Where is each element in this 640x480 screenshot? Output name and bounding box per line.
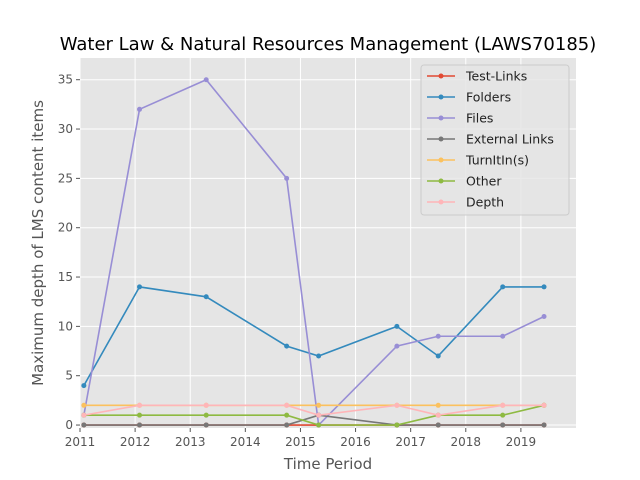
legend-marker-test-links xyxy=(438,73,444,79)
data-point-depth xyxy=(394,402,400,408)
data-point-turnitin-s xyxy=(316,402,322,408)
data-point-folders xyxy=(284,343,290,349)
data-point-folders xyxy=(541,284,547,290)
legend-marker-external-links xyxy=(438,136,444,142)
data-point-files xyxy=(435,333,441,339)
data-point-folders xyxy=(316,353,322,359)
data-point-other xyxy=(284,412,290,418)
x-tick-label: 2017 xyxy=(395,435,426,449)
legend-marker-folders xyxy=(438,94,444,100)
data-point-turnitin-s xyxy=(435,402,441,408)
x-axis-label: Time Period xyxy=(283,455,372,473)
legend-marker-turnitin-s xyxy=(438,157,444,163)
data-point-depth xyxy=(541,402,547,408)
data-point-other xyxy=(316,422,322,428)
data-point-other xyxy=(137,412,143,418)
data-point-other xyxy=(500,412,506,418)
y-axis-label: Maximum depth of LMS content items xyxy=(29,100,47,386)
data-point-external-links xyxy=(203,422,209,428)
y-tick-label: 0 xyxy=(65,418,73,432)
series-layer xyxy=(81,77,547,428)
y-tick-label: 15 xyxy=(58,270,73,284)
x-tick-label: 2014 xyxy=(230,435,261,449)
y-tick-label: 20 xyxy=(58,221,73,235)
legend-label-folders: Folders xyxy=(466,90,511,105)
data-point-external-links xyxy=(137,422,143,428)
data-point-files xyxy=(137,106,143,112)
data-point-folders xyxy=(81,383,87,389)
y-tick-label: 10 xyxy=(58,319,73,333)
data-point-files xyxy=(284,175,290,181)
data-point-depth xyxy=(316,412,322,418)
y-axis-ticks: 0 5 10 15 20 25 30 35 xyxy=(58,73,80,432)
x-tick-label: 2013 xyxy=(175,435,206,449)
data-point-folders xyxy=(137,284,143,290)
y-tick-label: 25 xyxy=(58,171,73,185)
data-point-other xyxy=(394,422,400,428)
data-point-external-links xyxy=(500,422,506,428)
data-point-depth xyxy=(137,402,143,408)
data-point-depth xyxy=(284,402,290,408)
data-point-depth xyxy=(435,412,441,418)
data-point-files xyxy=(394,343,400,349)
data-point-folders xyxy=(435,353,441,359)
data-point-files xyxy=(500,333,506,339)
data-point-external-links xyxy=(284,422,290,428)
data-point-files xyxy=(541,314,547,320)
data-point-turnitin-s xyxy=(81,402,87,408)
y-tick-label: 35 xyxy=(58,73,73,87)
data-point-folders xyxy=(203,294,209,300)
data-point-external-links xyxy=(435,422,441,428)
data-point-other xyxy=(203,412,209,418)
legend-label-files: Files xyxy=(466,111,493,126)
legend-label-turnitin-s: TurnItIn(s) xyxy=(465,153,529,168)
data-point-depth xyxy=(500,402,506,408)
data-point-folders xyxy=(500,284,506,290)
x-tick-label: 2015 xyxy=(285,435,316,449)
legend-marker-depth xyxy=(438,199,444,205)
legend-label-test-links: Test-Links xyxy=(465,69,527,84)
legend-label-depth: Depth xyxy=(466,195,504,210)
legend-label-external-links: External Links xyxy=(466,132,554,147)
data-point-external-links xyxy=(81,422,87,428)
legend-label-other: Other xyxy=(466,174,502,189)
x-tick-label: 2016 xyxy=(340,435,371,449)
legend-marker-other xyxy=(438,178,444,184)
y-tick-label: 5 xyxy=(65,369,73,383)
data-point-depth xyxy=(81,412,87,418)
data-point-folders xyxy=(394,323,400,329)
x-tick-label: 2018 xyxy=(451,435,482,449)
legend-box xyxy=(420,64,570,216)
x-axis-ticks: 2011 2012 2013 2014 2015 2016 2017 2018 2019 xyxy=(65,428,536,449)
legend-marker-files xyxy=(438,115,444,121)
x-tick-label: 2011 xyxy=(65,435,96,449)
legend: Test-Links Folders Files External Links Turn… xyxy=(420,64,570,216)
chart-title: Water Law & Natural Resources Management… xyxy=(60,34,597,55)
data-point-files xyxy=(203,77,209,83)
data-point-external-links xyxy=(541,422,547,428)
x-tick-label: 2012 xyxy=(120,435,151,449)
x-tick-label: 2019 xyxy=(506,435,537,449)
y-tick-label: 30 xyxy=(58,122,73,136)
data-point-depth xyxy=(203,402,209,408)
